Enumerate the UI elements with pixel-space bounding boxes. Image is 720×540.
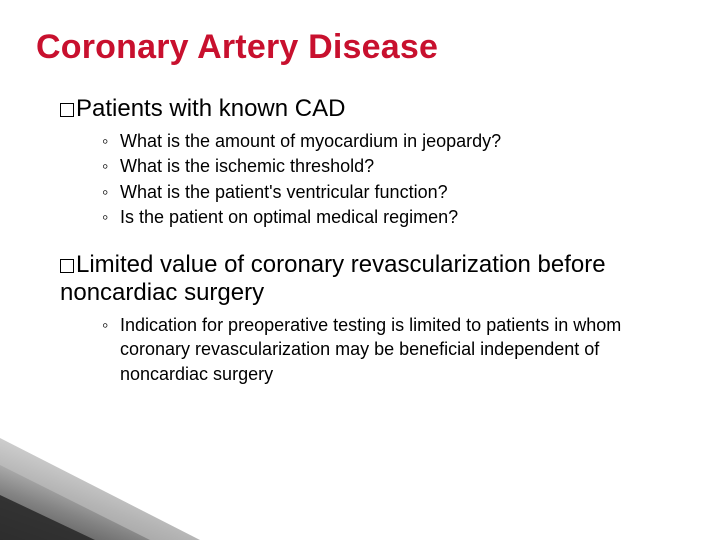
section-2-heading-text: Limited value of coronary revascularizat…: [60, 251, 606, 306]
section-2-sublist: Indication for preoperative testing is l…: [102, 313, 684, 386]
section-1-heading: Patients with known CAD: [60, 95, 684, 123]
slide-container: Coronary Artery Disease Patients with kn…: [0, 0, 720, 540]
list-item: What is the patient's ventricular functi…: [102, 180, 684, 204]
section-1-heading-text: Patients with known CAD: [76, 95, 345, 122]
list-item: Indication for preoperative testing is l…: [102, 313, 684, 386]
corner-wedge-decoration: [0, 420, 210, 540]
section-1-sublist: What is the amount of myocardium in jeop…: [102, 129, 684, 229]
list-item: What is the amount of myocardium in jeop…: [102, 129, 684, 153]
section-2-heading: Limited value of coronary revascularizat…: [60, 251, 684, 307]
slide-title: Coronary Artery Disease: [36, 28, 684, 67]
list-item: Is the patient on optimal medical regime…: [102, 205, 684, 229]
square-bullet-icon: [60, 259, 74, 273]
square-bullet-icon: [60, 103, 74, 117]
list-item: What is the ischemic threshold?: [102, 154, 684, 178]
